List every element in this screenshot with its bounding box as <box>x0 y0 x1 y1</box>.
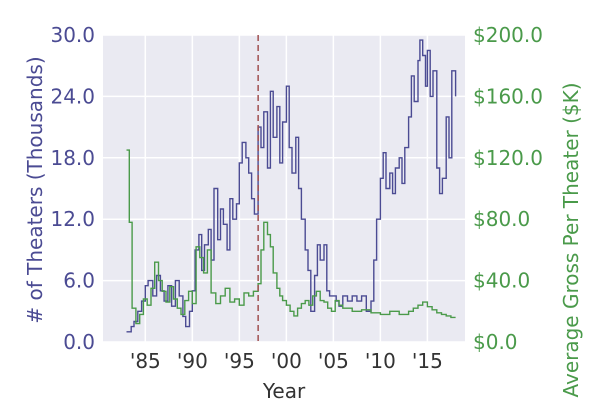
right-axis-ticks: $0.0 $40.0 $80.0 $120.0 $160.0 $200.0 <box>473 23 543 354</box>
left-axis-label: # of Theaters (Thousands) <box>23 56 47 323</box>
x-tick-label: '05 <box>318 349 349 373</box>
series-line-avg-gross <box>126 149 456 325</box>
left-tick-label: 0.0 <box>63 330 95 354</box>
x-axis-ticks: '85 '90 '95 '00 '05 '10 '15 <box>130 349 443 373</box>
right-tick-label: $80.0 <box>473 207 530 231</box>
x-tick-label: '95 <box>224 349 255 373</box>
right-tick-label: $120.0 <box>473 146 543 170</box>
right-tick-label: $160.0 <box>473 84 543 108</box>
series-lines <box>126 39 457 333</box>
right-axis-label: Average Gross Per Theater ($K) <box>559 82 583 397</box>
x-tick-label: '90 <box>177 349 208 373</box>
right-tick-label: $0.0 <box>473 330 518 354</box>
series-line-theaters <box>126 39 457 333</box>
gridlines <box>103 34 465 343</box>
left-axis-ticks: 0.0 6.0 12.0 18.0 24.0 30.0 <box>50 23 95 354</box>
x-tick-label: '10 <box>365 349 396 373</box>
left-tick-label: 30.0 <box>50 23 95 47</box>
left-tick-label: 12.0 <box>50 207 95 231</box>
left-tick-label: 18.0 <box>50 146 95 170</box>
x-tick-label: '15 <box>412 349 443 373</box>
right-tick-label: $200.0 <box>473 23 543 47</box>
right-tick-label: $40.0 <box>473 269 530 293</box>
left-tick-label: 24.0 <box>50 84 95 108</box>
x-tick-label: '85 <box>130 349 161 373</box>
x-axis-label: Year <box>262 379 306 403</box>
left-tick-label: 6.0 <box>63 269 95 293</box>
x-tick-label: '00 <box>271 349 302 373</box>
